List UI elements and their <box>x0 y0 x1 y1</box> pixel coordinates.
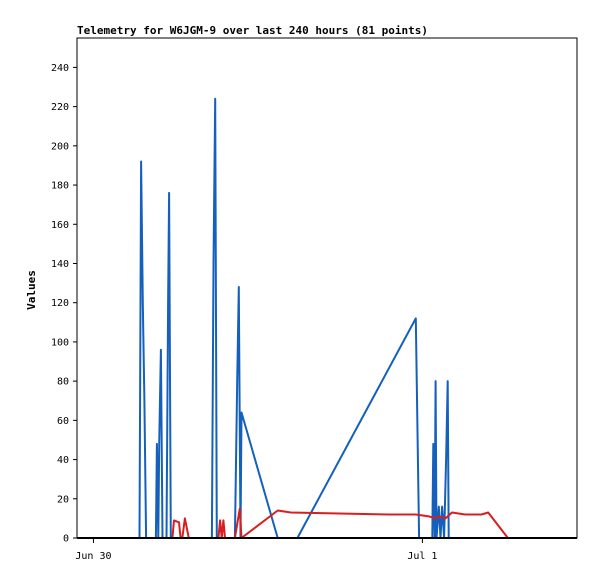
y-tick-label: 60 <box>57 416 69 427</box>
y-axis-ticks: 0 20 40 60 80 100 120 140 160 180 200 220 240 <box>51 63 77 545</box>
y-axis-label: Values <box>25 270 38 310</box>
y-tick-label: 120 <box>51 298 69 309</box>
y-tick-label: 80 <box>57 377 69 388</box>
y-tick-label: 160 <box>51 220 69 231</box>
y-tick-label: 100 <box>51 337 69 348</box>
x-tick-label: Jun 30 <box>75 551 111 562</box>
x-tick-label: Jul 1 <box>407 551 437 562</box>
y-tick-label: 240 <box>51 63 69 74</box>
plot-frame <box>76 37 578 539</box>
x-axis-ticks: Jun 30 Jul 1 <box>75 538 437 562</box>
y-tick-label: 140 <box>51 259 69 270</box>
y-tick-label: 20 <box>57 494 69 505</box>
chart-title: Telemetry for W6JGM-9 over last 240 hour… <box>77 24 428 37</box>
y-tick-label: 200 <box>51 141 69 152</box>
y-tick-label: 180 <box>51 181 69 192</box>
y-tick-label: 0 <box>63 534 69 545</box>
y-tick-label: 220 <box>51 102 69 113</box>
y-tick-label: 40 <box>57 455 69 466</box>
